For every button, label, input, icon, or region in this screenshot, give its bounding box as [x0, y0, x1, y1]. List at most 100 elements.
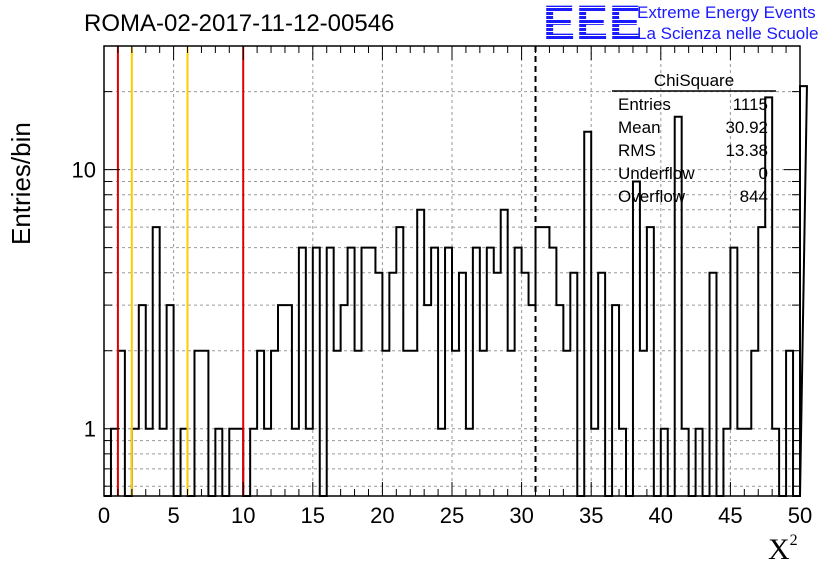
- histogram-bin: [355, 351, 362, 496]
- histogram-bin: [299, 248, 306, 496]
- histogram-bin: [549, 248, 556, 496]
- histogram-bin: [480, 351, 487, 496]
- histogram-bin: [362, 248, 369, 496]
- histogram-bin: [313, 248, 320, 496]
- x-tick-label: 40: [649, 503, 673, 528]
- histogram-bin: [452, 351, 459, 496]
- histogram-bin: [215, 429, 222, 496]
- histogram-bin: [382, 351, 389, 496]
- histogram-bin: [111, 429, 118, 496]
- histogram-bin: [758, 227, 765, 496]
- histogram-bin: [487, 248, 494, 496]
- histogram-bin: [236, 429, 243, 496]
- histogram-bin: [445, 248, 452, 496]
- histogram-bin: [348, 248, 355, 496]
- y-tick-label: 1: [84, 417, 96, 442]
- histogram-bin: [682, 429, 689, 496]
- stats-row-value: 844: [740, 187, 768, 206]
- histogram-bin: [285, 305, 292, 496]
- histogram-bin: [438, 429, 445, 496]
- x-tick-label: 35: [579, 503, 603, 528]
- x-axis-label: X2: [768, 532, 798, 567]
- histogram-bin: [264, 429, 271, 496]
- logo-text-line2: La Scienza nelle Scuole: [637, 24, 819, 43]
- histogram-bin: [327, 248, 334, 496]
- stats-row-value: 1115: [733, 95, 768, 114]
- histogram-bin: [194, 351, 201, 496]
- histogram-bin: [424, 305, 431, 496]
- histogram-bin: [619, 429, 626, 496]
- histogram-bin: [132, 429, 139, 496]
- histogram-bin: [334, 351, 341, 496]
- stats-row-label: Mean: [618, 118, 661, 137]
- histogram-bin: [146, 429, 153, 496]
- histogram-bin: [529, 305, 536, 496]
- y-tick-label: 10: [72, 158, 96, 183]
- histogram-bin: [542, 227, 549, 496]
- stats-row-label: Entries: [618, 95, 671, 114]
- x-tick-label: 30: [509, 503, 533, 528]
- histogram-bin: [473, 248, 480, 496]
- histogram-bin: [584, 132, 591, 496]
- histogram-bin: [201, 351, 208, 496]
- histogram-bin: [710, 273, 717, 496]
- histogram-bin: [250, 429, 257, 496]
- histogram-bin: [417, 210, 424, 496]
- histogram-bin: [494, 273, 501, 496]
- histogram-bin: [751, 351, 758, 496]
- histogram-bin: [410, 351, 417, 496]
- histogram-bin: [696, 429, 703, 496]
- histogram-bin: [640, 351, 647, 496]
- histogram-bin: [167, 305, 174, 496]
- histogram-bin: [368, 248, 375, 496]
- x-tick-label: 15: [301, 503, 325, 528]
- histogram-bin: [501, 210, 508, 496]
- histogram-bin: [598, 273, 605, 496]
- stats-row-value: 13.38: [725, 141, 768, 160]
- histogram-bin: [730, 248, 737, 496]
- histogram-bin: [466, 429, 473, 496]
- x-tick-label: 20: [370, 503, 394, 528]
- histogram-bin: [508, 351, 515, 496]
- eee-logo-mark: EEE: [543, 0, 643, 50]
- x-tick-label: 5: [167, 503, 179, 528]
- logo-text-line1: Extreme Energy Events: [637, 3, 816, 22]
- stats-row-value: 0: [759, 164, 768, 183]
- x-axis-label-superscript: 2: [789, 532, 798, 549]
- histogram-bin: [306, 429, 313, 496]
- stats-row-label: Overflow: [618, 187, 686, 206]
- histogram-bin: [772, 429, 779, 496]
- histogram-bin: [396, 227, 403, 496]
- x-tick-label: 25: [440, 503, 464, 528]
- histogram-bin: [257, 351, 264, 496]
- y-axis-label: Entries/bin: [6, 122, 36, 245]
- stats-box-title: ChiSquare: [654, 71, 734, 90]
- histogram-bin: [556, 305, 563, 496]
- x-tick-label: 0: [98, 503, 110, 528]
- stats-row-value: 30.92: [725, 118, 768, 137]
- histogram-bin: [563, 351, 570, 496]
- histogram-bin: [661, 429, 668, 496]
- stats-row-label: RMS: [618, 141, 656, 160]
- histogram-bin: [118, 351, 125, 496]
- histogram-bin: [536, 227, 543, 496]
- histogram-bin: [800, 86, 807, 496]
- histogram-bin: [515, 248, 522, 496]
- histogram-title: ROMA-02-2017-11-12-00546: [84, 10, 395, 37]
- x-tick-label: 10: [231, 503, 255, 528]
- histogram-bin: [633, 181, 640, 496]
- histogram-bin: [591, 429, 598, 496]
- histogram-bin: [375, 273, 382, 496]
- histogram-bin: [181, 429, 188, 496]
- histogram-bin: [737, 429, 744, 496]
- histogram-bin: [459, 273, 466, 496]
- histogram-bin: [292, 429, 299, 496]
- histogram-bin: [522, 273, 529, 496]
- histogram-bin: [786, 351, 793, 496]
- histogram-bin: [139, 305, 146, 496]
- x-axis-label-symbol: X: [768, 533, 790, 566]
- x-tick-label: 50: [788, 503, 812, 528]
- histogram-bin: [271, 351, 278, 496]
- histogram-bin: [612, 305, 619, 496]
